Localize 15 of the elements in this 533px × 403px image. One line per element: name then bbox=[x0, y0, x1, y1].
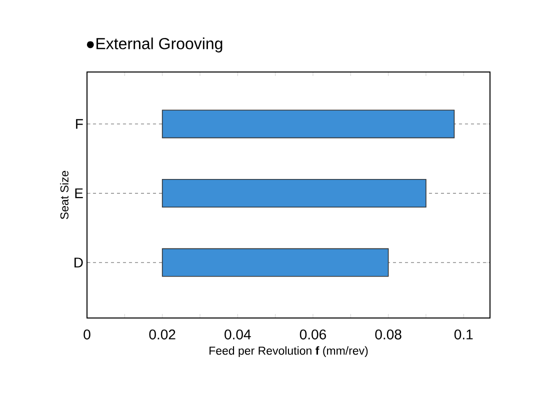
x-tick-label: 0.1 bbox=[454, 330, 473, 340]
x-tick-label: 0.08 bbox=[375, 330, 402, 340]
y-tick-label: F bbox=[76, 119, 83, 129]
x-tick-label: 0 bbox=[84, 330, 90, 340]
bar bbox=[162, 248, 389, 277]
x-tick-label: 0.06 bbox=[300, 330, 326, 340]
bar bbox=[162, 179, 426, 208]
chart-title: ●External Grooving bbox=[86, 38, 222, 52]
y-axis-title: Seat Size bbox=[60, 170, 68, 220]
x-tick-label: 0.04 bbox=[224, 330, 251, 340]
x-axis-title: Feed per Revolution f (mm/rev) bbox=[210, 346, 368, 358]
bar bbox=[162, 110, 455, 138]
y-tick-label: E bbox=[75, 188, 83, 198]
x-tick-label: 0.02 bbox=[149, 330, 176, 340]
y-tick-label: D bbox=[74, 258, 83, 268]
